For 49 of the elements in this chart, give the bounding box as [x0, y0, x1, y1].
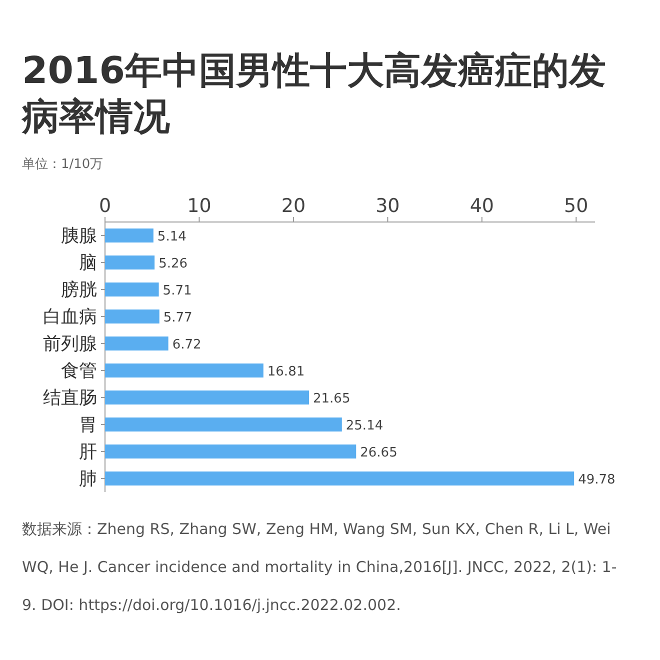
bar: 26.65 — [105, 444, 398, 460]
bar — [105, 364, 264, 378]
bar — [105, 472, 574, 486]
x-tick-label: 10 — [187, 195, 212, 217]
y-tick-label: 结直肠 — [43, 388, 97, 408]
bar: 6.72 — [105, 336, 202, 352]
bar: 25.14 — [105, 418, 384, 434]
bar: 5.71 — [105, 282, 192, 298]
data-label: 25.14 — [346, 418, 384, 434]
bar: 21.65 — [105, 390, 350, 406]
data-label: 5.77 — [163, 310, 192, 326]
chart-title: 2016年中国男性十大高发癌症的发病率情况 — [22, 48, 607, 140]
y-tick-label: 前列腺 — [43, 334, 97, 354]
bar: 5.77 — [105, 310, 192, 326]
bar: 5.26 — [105, 256, 188, 272]
x-tick-label: 20 — [281, 195, 306, 217]
bar — [105, 256, 155, 270]
y-tick-label: 肝 — [79, 442, 97, 462]
data-label: 21.65 — [313, 392, 350, 406]
data-label: 5.26 — [158, 256, 188, 272]
bar — [105, 310, 160, 324]
bar — [105, 444, 356, 458]
bar — [105, 390, 310, 404]
bar — [105, 228, 154, 242]
y-tick-label: 胃 — [79, 414, 97, 436]
chart-subtitle: 单位：1/10万 — [22, 156, 104, 173]
y-tick-label: 食管 — [61, 360, 97, 382]
data-label: 49.78 — [578, 472, 616, 488]
bar — [105, 336, 168, 350]
x-tick-label: 0 — [98, 195, 112, 217]
bar — [105, 418, 342, 432]
bar: 5.14 — [105, 228, 186, 244]
data-label: 6.72 — [172, 338, 202, 352]
data-label: 16.81 — [267, 364, 305, 380]
data-label: 5.71 — [162, 284, 192, 298]
y-tick-label: 膀胱 — [61, 280, 97, 300]
y-tick-label: 脑 — [79, 252, 97, 274]
y-tick-label: 肺 — [79, 468, 97, 490]
text: 数据来源：Zheng RS, Zhang SW, Zeng HM, Wang SM, Sun KX, Chen R, Li L, Wei WQ, He J. Cancer incidence and mortality in China,2016[J]. JNCC, 2022, 2(1): 1-9. DOI: https://doi.org/10.1016/j.jncc.2022.02.002. — [22, 520, 617, 614]
data-label: 26.65 — [360, 446, 398, 460]
bar — [105, 282, 159, 296]
y-tick-label: 白血病 — [43, 306, 97, 328]
bar: 16.81 — [105, 364, 305, 380]
x-tick-label: 50 — [564, 195, 588, 217]
y-tick-label: 胰腺 — [61, 226, 97, 246]
bar: 49.78 — [105, 472, 616, 488]
data-label: 5.14 — [157, 230, 186, 244]
x-tick-label: 30 — [376, 195, 400, 217]
x-tick-label: 40 — [470, 195, 494, 217]
